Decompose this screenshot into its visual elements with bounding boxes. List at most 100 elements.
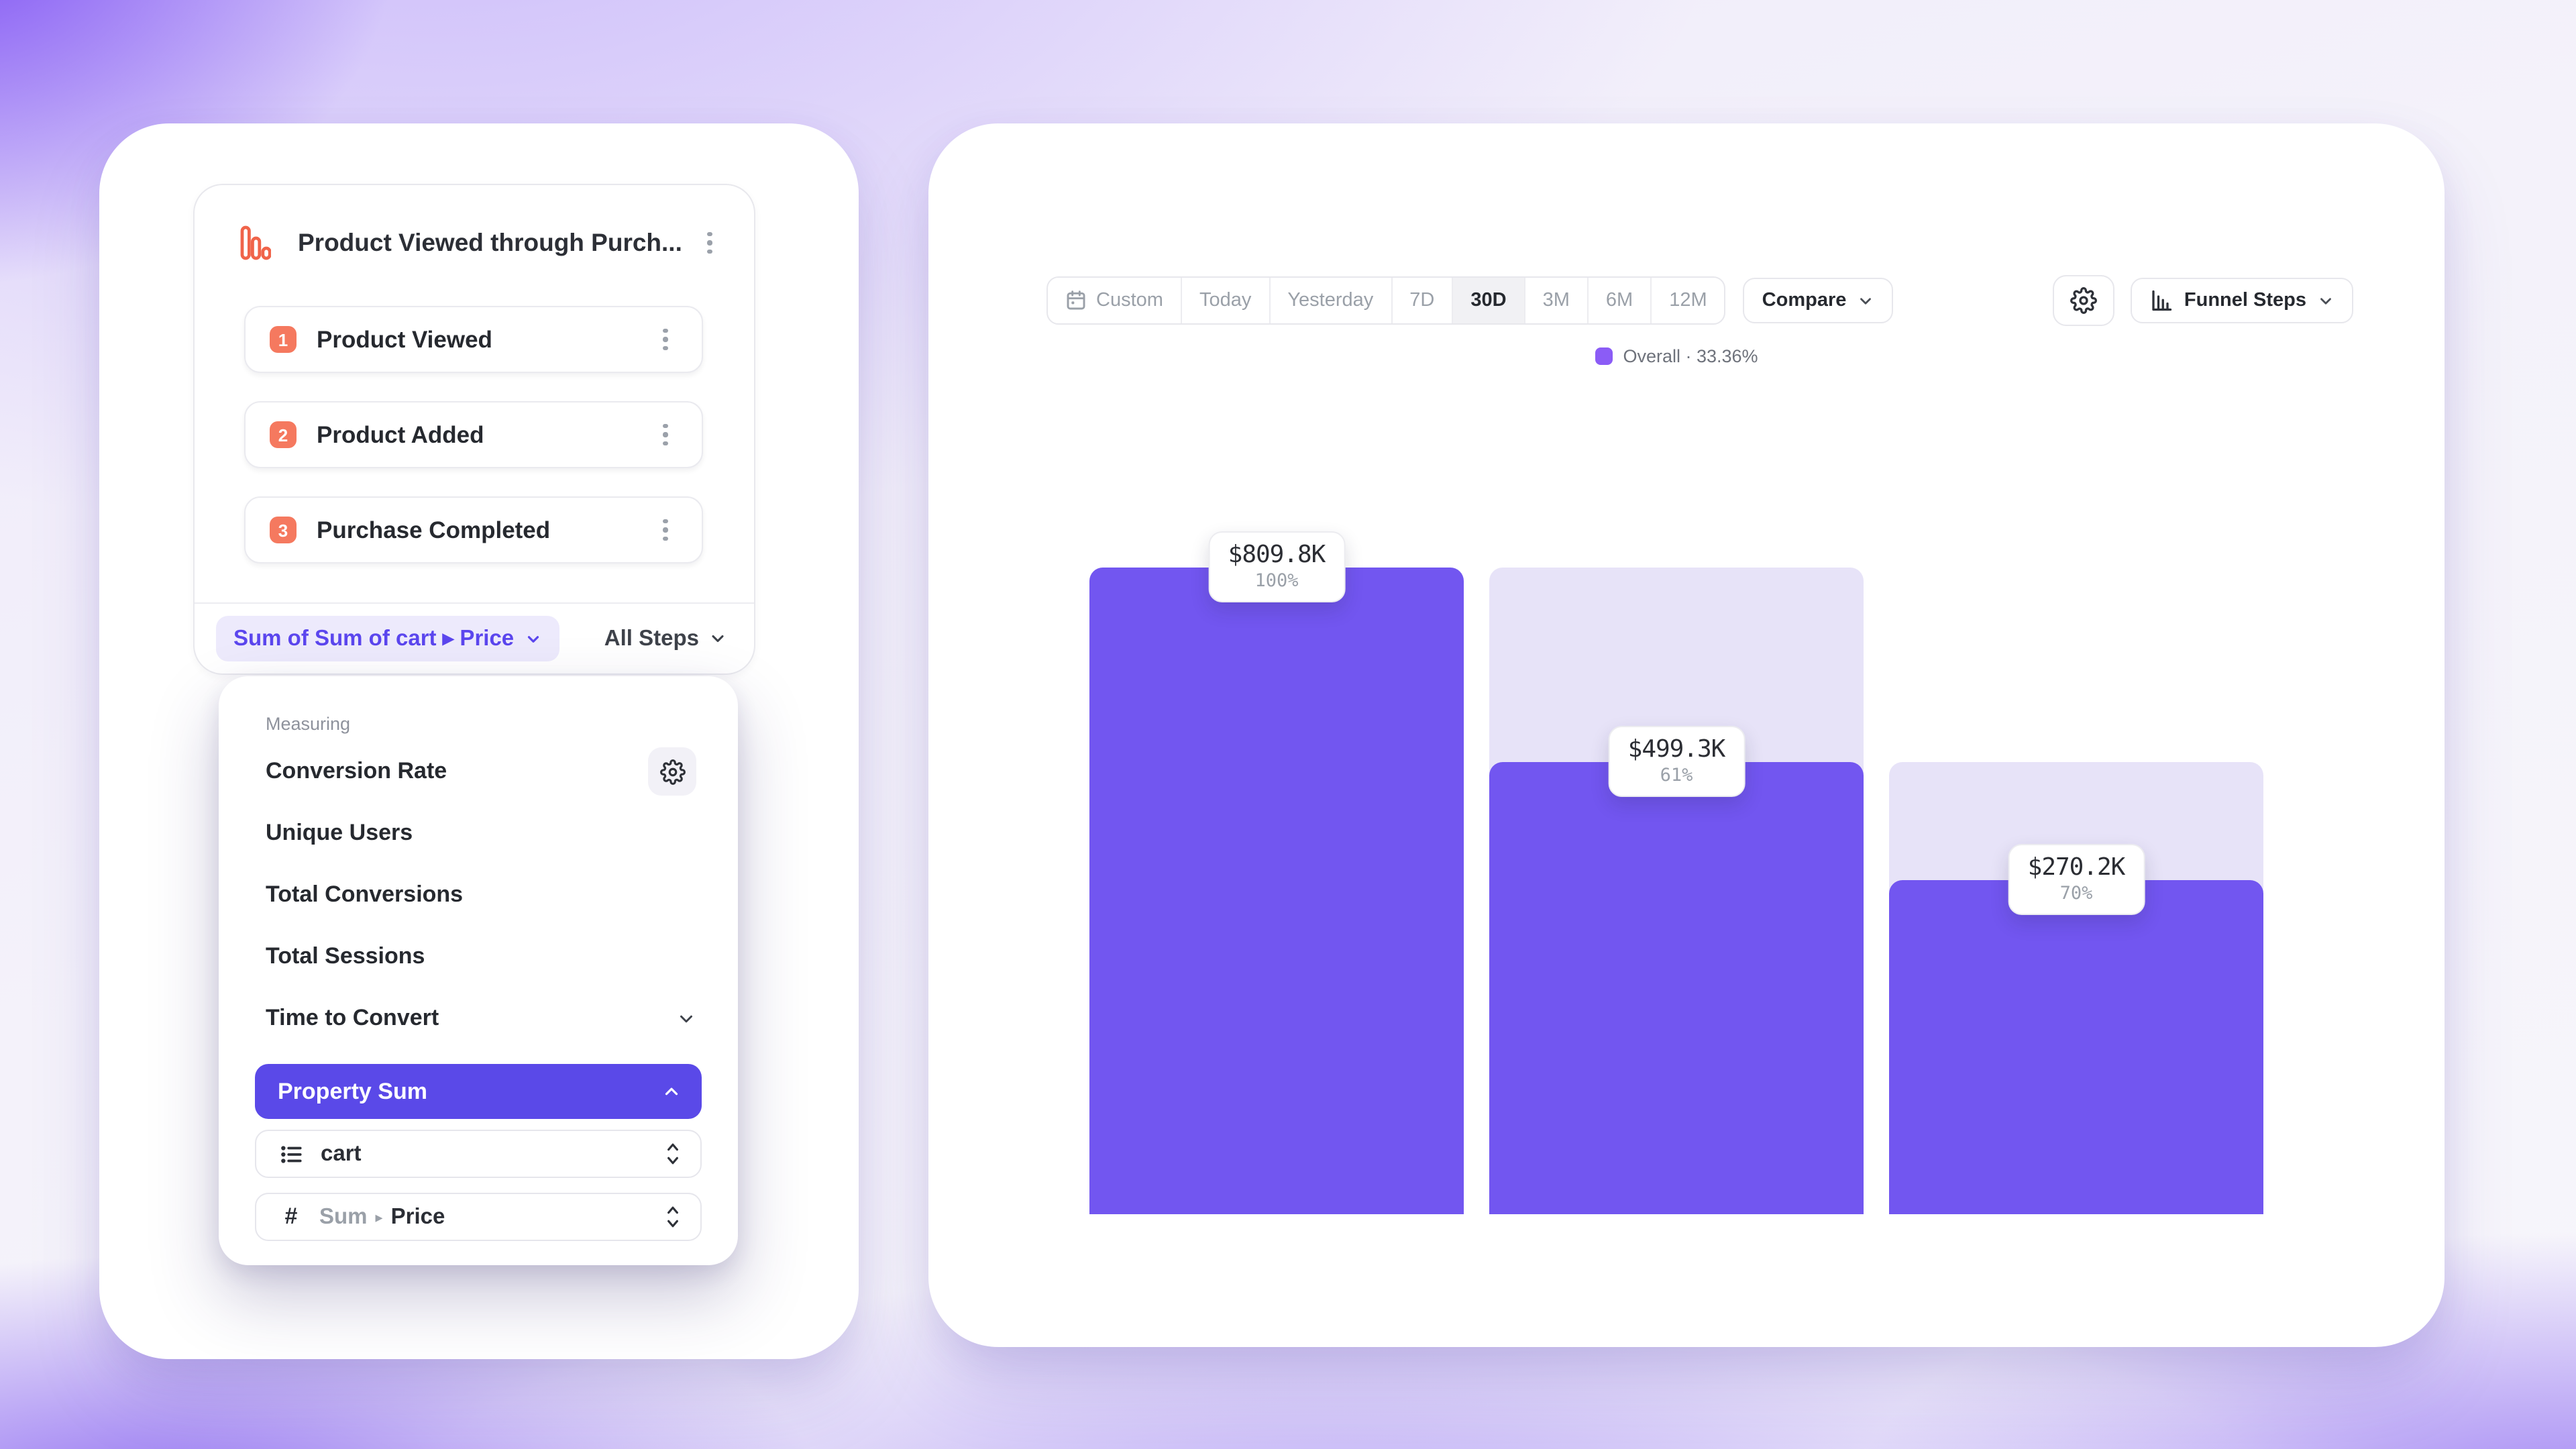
funnel-bar[interactable]: $270.2K 70% [1889, 568, 2263, 1214]
conversion-rate-settings-button[interactable] [648, 747, 696, 796]
funnel-step-row[interactable]: 2 Product Added [244, 401, 703, 468]
chevron-down-icon [528, 635, 539, 642]
funnel-bar[interactable]: $809.8K 100% [1089, 531, 1464, 1214]
metric-label: Sum of Sum of cart ▸ Price [233, 627, 515, 651]
menu-section-label: Measuring [266, 714, 351, 734]
menu-item-total-conversions[interactable]: Total Conversions [219, 864, 738, 926]
step-number-badge: 1 [270, 326, 297, 353]
menu-item-label: Total Sessions [266, 943, 425, 969]
bar-chart-icon [240, 225, 271, 260]
funnel-step-row[interactable]: 1 Product Viewed [244, 306, 703, 373]
step-label: Product Added [317, 421, 484, 447]
menu-item-label: Time to Convert [266, 1005, 439, 1030]
menu-item-time-to-convert[interactable]: Time to Convert [219, 987, 738, 1049]
bar-value-text: $270.2K [2027, 853, 2126, 881]
funnel-bar[interactable]: $499.3K 61% [1489, 568, 1864, 1214]
compare-label: Compare [1762, 290, 1847, 311]
bar-value-tooltip: $270.2K 70% [2007, 844, 2145, 915]
legend-swatch [1595, 347, 1613, 365]
bar-value-tooltip: $809.8K 100% [1208, 531, 1346, 602]
list-icon [281, 1145, 302, 1163]
step-number-badge: 3 [270, 517, 297, 543]
aggregation-prefix: Sum [319, 1204, 368, 1228]
builder-header: Product Viewed through Purch... [195, 185, 754, 301]
menu-item-property-sum-selected[interactable]: Property Sum [255, 1064, 702, 1119]
bar-percent-text: 100% [1254, 570, 1299, 592]
funnel-chart-panel: Custom Today Yesterday 7D 30D 3M 6M 12M … [928, 123, 2445, 1347]
menu-item-label: Conversion Rate [266, 758, 447, 784]
range-label: Yesterday [1287, 290, 1374, 311]
range-label: Custom [1096, 290, 1163, 311]
chart-type-dropdown[interactable]: Funnel Steps [2130, 278, 2353, 323]
date-range-segmented-control: Custom Today Yesterday 7D 30D 3M 6M 12M [1046, 276, 1726, 325]
bar-value-text: $499.3K [1627, 735, 1726, 763]
aggregation-property: Price [390, 1204, 445, 1228]
step-menu-button[interactable] [651, 417, 680, 452]
step-menu-button[interactable] [651, 513, 680, 547]
report-menu-button[interactable] [695, 225, 724, 260]
step-number-badge: 2 [270, 421, 297, 448]
range-label: 30D [1470, 290, 1507, 311]
chevron-up-icon [665, 1087, 678, 1095]
funnel-bars-icon [2152, 290, 2172, 311]
range-today[interactable]: Today [1182, 278, 1271, 323]
report-title: Product Viewed through Purch... [298, 228, 682, 256]
menu-item-label: Property Sum [278, 1078, 427, 1104]
range-label: 12M [1669, 290, 1707, 311]
range-label: 6M [1605, 290, 1633, 311]
breadcrumb-arrow-icon: ▸ [375, 1210, 383, 1226]
funnel-bar-value [1089, 568, 1464, 1214]
menu-item-unique-users[interactable]: Unique Users [219, 802, 738, 864]
range-6m[interactable]: 6M [1589, 278, 1652, 323]
range-30d-selected[interactable]: 30D [1453, 278, 1525, 323]
steps-scope-label: All Steps [604, 626, 699, 650]
chevron-down-icon [712, 635, 724, 643]
chevron-down-icon [2320, 297, 2331, 304]
funnel-bar-value [1889, 880, 2263, 1214]
funnel-bar-value [1489, 762, 1864, 1214]
gear-icon [2070, 287, 2097, 314]
compare-button[interactable]: Compare [1743, 278, 1894, 323]
funnel-chart-area: $809.8K 100% $499.3K 61% $270.2K 70% [1089, 531, 2263, 1214]
metric-dropdown[interactable]: Sum of Sum of cart ▸ Price [216, 616, 560, 661]
steps-scope-dropdown[interactable]: All Steps [604, 626, 727, 651]
range-yesterday[interactable]: Yesterday [1270, 278, 1393, 323]
property-select-value: cart [321, 1141, 362, 1165]
funnel-builder-card: Product Viewed through Purch... 1 Produc… [193, 184, 755, 675]
step-label: Product Viewed [317, 325, 492, 352]
menu-item-conversion-rate[interactable]: Conversion Rate [219, 741, 738, 802]
range-7d[interactable]: 7D [1392, 278, 1454, 323]
range-label: 3M [1542, 290, 1570, 311]
property-select[interactable]: cart [255, 1130, 702, 1178]
measuring-dropdown-menu: Measuring Conversion Rate Unique Users T… [219, 676, 738, 1265]
hash-icon: # [284, 1203, 298, 1229]
funnel-builder-panel: Product Viewed through Purch... 1 Produc… [99, 123, 859, 1359]
menu-item-label: Unique Users [266, 820, 413, 845]
menu-item-total-sessions[interactable]: Total Sessions [219, 926, 738, 987]
chart-settings-button[interactable] [2052, 275, 2114, 326]
select-stepper-icon [667, 1206, 678, 1228]
bar-percent-text: 61% [1660, 765, 1693, 786]
gear-icon [659, 759, 685, 784]
select-stepper-icon [667, 1143, 678, 1165]
range-3m[interactable]: 3M [1525, 278, 1589, 323]
funnel-step-row[interactable]: 3 Purchase Completed [244, 496, 703, 564]
bar-value-tooltip: $499.3K 61% [1607, 726, 1746, 797]
calendar-icon [1067, 290, 1085, 310]
step-menu-button[interactable] [651, 322, 680, 357]
chart-legend: Overall · 33.36% [1089, 346, 2263, 366]
funnel-steps-list: 1 Product Viewed 2 Product Added 3 Purch… [244, 306, 703, 564]
bar-value-text: $809.8K [1228, 541, 1326, 569]
menu-item-label: Total Conversions [266, 881, 464, 907]
range-label: Today [1199, 290, 1252, 311]
aggregation-select[interactable]: # Sum ▸ Price [255, 1193, 702, 1241]
measure-bar: Sum of Sum of cart ▸ Price All Steps [195, 602, 754, 674]
chevron-down-icon [680, 1014, 692, 1022]
chevron-down-icon [1860, 297, 1872, 304]
range-custom[interactable]: Custom [1048, 278, 1182, 323]
range-12m[interactable]: 12M [1652, 278, 1724, 323]
chart-toolbar: Custom Today Yesterday 7D 30D 3M 6M 12M … [1046, 275, 2353, 326]
legend-label: Overall · 33.36% [1623, 346, 1758, 366]
range-label: 7D [1409, 290, 1435, 311]
